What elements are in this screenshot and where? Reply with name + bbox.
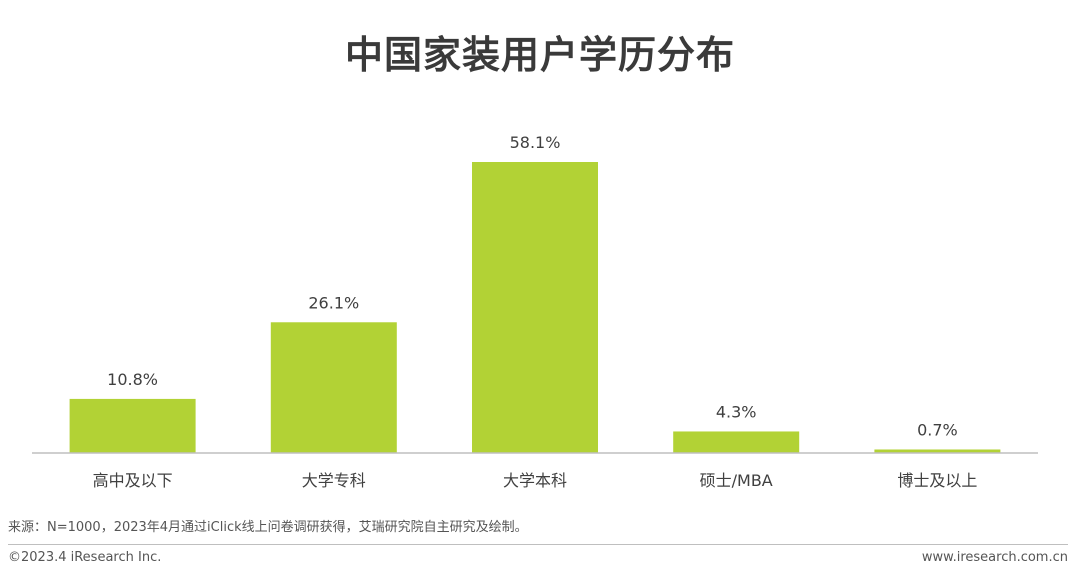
value-label-3: 4.3% — [716, 402, 757, 421]
footer-divider — [8, 544, 1068, 545]
value-label-1: 26.1% — [308, 293, 359, 312]
value-label-2: 58.1% — [510, 133, 561, 152]
website-link[interactable]: www.iresearch.com.cn — [921, 550, 1068, 565]
bars-group: 10.8% 高中及以下 26.1% 大学专科 58.1% 大学本科 4.3% 硕士/MBA 0.… — [69, 133, 1001, 490]
bar-0 — [69, 398, 196, 453]
bar-2 — [472, 162, 598, 453]
copyright-text: ©2023.4 iResearch Inc. — [8, 550, 162, 565]
bar-3 — [673, 431, 800, 453]
category-label-0: 高中及以下 — [93, 471, 173, 490]
value-label-0: 10.8% — [107, 370, 158, 389]
category-label-4: 博士及以上 — [897, 471, 977, 490]
category-label-2: 大学本科 — [503, 471, 567, 490]
source-note: 来源：N=1000，2023年4月通过iClick线上问卷调研获得，艾瑞研究院自… — [8, 520, 528, 535]
category-label-3: 硕士/MBA — [700, 471, 773, 490]
bar-4 — [874, 449, 1001, 453]
bar-1 — [270, 322, 397, 453]
bar-chart: 10.8% 高中及以下 26.1% 大学专科 58.1% 大学本科 4.3% 硕士/MBA 0.… — [32, 133, 1038, 490]
category-label-1: 大学专科 — [302, 471, 366, 490]
value-label-4: 0.7% — [917, 420, 958, 439]
chart-title: 中国家装用户学历分布 — [344, 33, 735, 77]
